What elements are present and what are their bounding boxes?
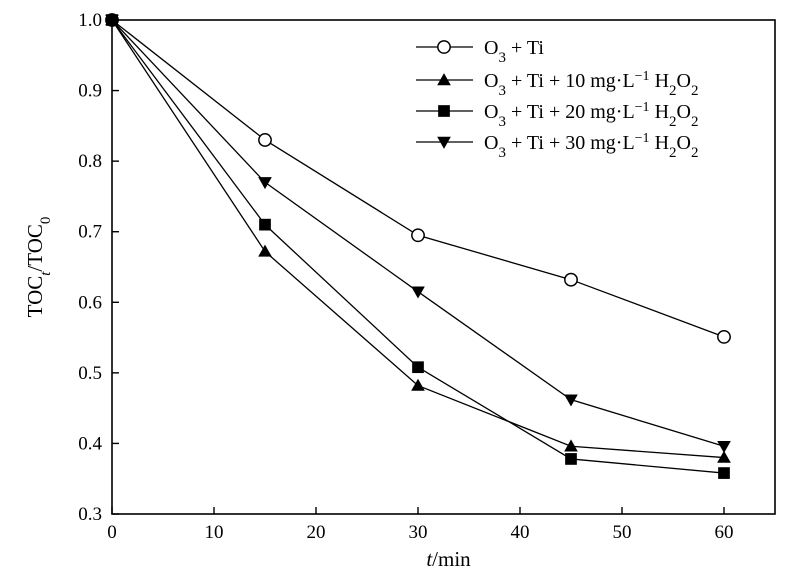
x-tick-label: 10 <box>205 522 224 543</box>
legend-label-part: + Ti + 20 mg·L <box>506 101 635 123</box>
legend-label-part: −1 <box>635 100 650 115</box>
legend-label: O3 + Ti + 20 mg·L−1 H2O2 <box>484 100 698 131</box>
legend-label-part: O <box>677 70 691 92</box>
y-tick-label: 0.6 <box>78 292 102 313</box>
series-1-point <box>564 272 578 287</box>
legend-label-part: −1 <box>635 69 650 84</box>
legend-label-part: H <box>650 70 669 92</box>
legend-label-part: 2 <box>691 114 699 130</box>
y-axis-title: TOCt/TOC0 <box>23 217 54 318</box>
legend-label-part: 2 <box>691 83 699 99</box>
y-tick-label: 0.5 <box>78 363 102 384</box>
series-2-point <box>411 378 425 391</box>
plot-frame <box>111 19 776 515</box>
x-tick-label: 40 <box>511 522 530 543</box>
legend-label-part: H <box>650 101 669 123</box>
x-tick-label: 0 <box>107 522 117 543</box>
legend-label-part: O <box>677 101 691 123</box>
legend-marker <box>437 136 451 149</box>
series-4-point <box>105 14 119 27</box>
legend-label-part: H <box>650 132 669 154</box>
series-3-point <box>412 361 424 374</box>
legend-label-part: 3 <box>498 145 506 161</box>
legend-label-part: 2 <box>669 114 677 130</box>
y-tick-label: 0.7 <box>78 222 102 243</box>
series-3-point <box>259 218 271 231</box>
x-axis: 0 10 20 30 40 50 60 <box>107 507 734 543</box>
series-1-point <box>411 228 425 243</box>
legend-label-part: O <box>484 101 498 123</box>
legend-label-part: O <box>677 132 691 154</box>
series-2-point <box>258 244 272 257</box>
legend-marker <box>438 105 450 117</box>
legend-label-part: O <box>484 37 498 59</box>
series-4-point <box>411 286 425 299</box>
x-axis-title-unit: /min <box>432 547 471 571</box>
y-title-sub: 0 <box>38 217 54 225</box>
y-title-part: /TOC <box>23 224 47 271</box>
legend-label-part: −1 <box>635 131 650 146</box>
series-3-point <box>718 467 730 479</box>
y-axis: 0.3 0.4 0.5 0.6 0.7 0.8 0.9 1.0 <box>78 10 119 525</box>
legend-label-part: O <box>484 70 498 92</box>
y-tick-label: 0.4 <box>78 433 102 454</box>
series-1-point <box>717 329 731 344</box>
series-4-point <box>258 177 272 190</box>
legend-label-part: + Ti <box>506 37 544 59</box>
legend-label-part: 3 <box>498 50 506 66</box>
y-title-part: TOC <box>23 276 47 318</box>
legend-entry-2: O3 + Ti + 10 mg·L−1 H2O2 <box>416 69 698 100</box>
legend-label-part: + Ti + 30 mg·L <box>506 132 635 154</box>
legend-marker <box>437 73 451 86</box>
legend-label-part: 2 <box>691 145 699 161</box>
x-axis-title-var: t <box>426 547 433 571</box>
series-2-point <box>564 439 578 452</box>
legend-entry-3: O3 + Ti + 20 mg·L−1 H2O2 <box>416 100 698 131</box>
y-tick-label: 1.0 <box>78 10 102 31</box>
legend-label-part: 3 <box>498 83 506 99</box>
legend-entry-4: O3 + Ti + 30 mg·L−1 H2O2 <box>416 131 698 162</box>
legend-label-part: 2 <box>669 145 677 161</box>
y-title-sub: t <box>38 271 54 276</box>
series-1-point <box>258 133 272 147</box>
series-2-point <box>717 450 731 463</box>
series-4-point <box>564 394 578 407</box>
y-tick-label: 0.9 <box>78 81 102 102</box>
series-4-point <box>717 441 731 454</box>
legend-label: O3 + Ti + 30 mg·L−1 H2O2 <box>484 131 698 162</box>
x-tick-label: 30 <box>409 522 428 543</box>
series-3 <box>106 14 730 479</box>
series-3-point <box>565 453 577 465</box>
series-4 <box>105 14 731 454</box>
legend-label-part: 3 <box>498 114 506 130</box>
legend-label-part: + Ti + 10 mg·L <box>506 70 635 92</box>
x-tick-label: 20 <box>307 522 326 543</box>
legend-marker <box>437 40 451 54</box>
y-tick-label: 0.3 <box>78 504 102 525</box>
legend-label: O3 + Ti <box>484 37 544 66</box>
legend-entry-1: O3 + Ti <box>416 37 544 66</box>
legend-label-part: O <box>484 132 498 154</box>
legend-label-part: 2 <box>669 83 677 99</box>
legend-label: O3 + Ti + 10 mg·L−1 H2O2 <box>484 69 698 100</box>
series-2 <box>105 13 731 463</box>
x-axis-title: t/min <box>426 547 471 571</box>
x-tick-label: 60 <box>715 522 734 543</box>
y-tick-label: 0.8 <box>78 151 102 172</box>
x-tick-label: 50 <box>613 522 632 543</box>
